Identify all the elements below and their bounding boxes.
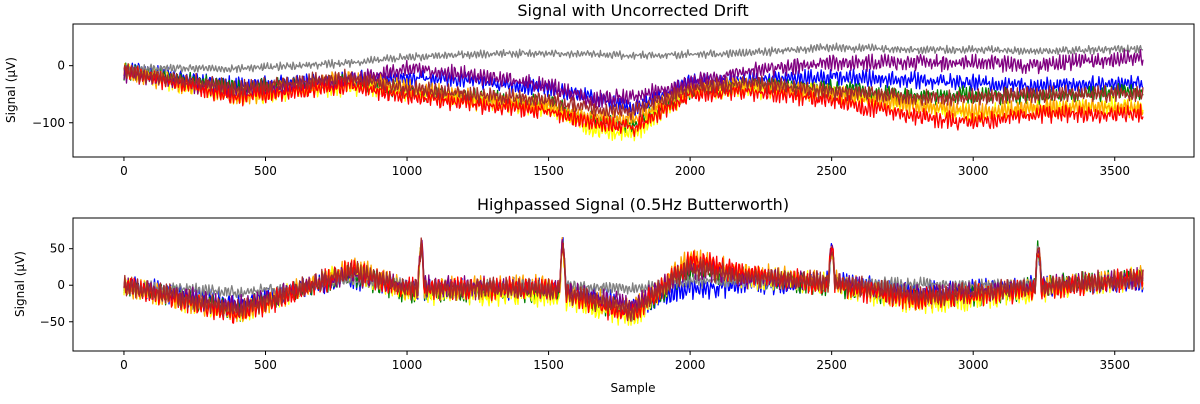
top-series-line bbox=[123, 63, 1144, 121]
top-x-tick-label: 1000 bbox=[392, 164, 423, 178]
bottom-chart-title: Highpassed Signal (0.5Hz Butterworth) bbox=[477, 195, 789, 214]
top-x-tick-label: 2000 bbox=[675, 164, 706, 178]
bottom-x-tick-label: 500 bbox=[254, 358, 277, 372]
top-y-tick-label: 0 bbox=[57, 59, 65, 73]
bottom-x-axis-label: Sample bbox=[611, 381, 656, 395]
bottom-panel: Highpassed Signal (0.5Hz Butterworth) Si… bbox=[13, 195, 1195, 395]
top-x-tick-label: 500 bbox=[254, 164, 277, 178]
bottom-x-tick-label: 1500 bbox=[533, 358, 564, 372]
bottom-x-tick-label: 3000 bbox=[958, 358, 989, 372]
top-series-group bbox=[123, 42, 1144, 142]
top-plot-frame bbox=[72, 23, 1195, 158]
bottom-y-axis-label: Signal (µV) bbox=[13, 251, 27, 317]
top-series-line bbox=[123, 62, 1144, 117]
bottom-x-tick-label: 2000 bbox=[675, 358, 706, 372]
bottom-x-tick-label: 1000 bbox=[392, 358, 423, 372]
top-axis-ticks: 0 500 1000 1500 2000 2500 3000 3500 0 −100 bbox=[32, 59, 1130, 178]
top-series-line bbox=[123, 42, 1144, 74]
top-x-tick-label: 3000 bbox=[958, 164, 989, 178]
bottom-y-tick-label: −50 bbox=[40, 315, 65, 329]
top-x-tick-label: 2500 bbox=[816, 164, 847, 178]
bottom-y-tick-label: 0 bbox=[57, 278, 65, 292]
bottom-series-group bbox=[123, 237, 1144, 326]
top-panel: Signal with Uncorrected Drift Signal (µV… bbox=[4, 1, 1195, 178]
bottom-x-tick-label: 0 bbox=[120, 358, 128, 372]
top-x-tick-label: 0 bbox=[120, 164, 128, 178]
bottom-x-tick-label: 2500 bbox=[816, 358, 847, 372]
top-x-tick-label: 3500 bbox=[1099, 164, 1130, 178]
top-y-axis-label: Signal (µV) bbox=[4, 57, 18, 123]
bottom-y-tick-label: 50 bbox=[50, 242, 65, 256]
bottom-x-tick-label: 3500 bbox=[1099, 358, 1130, 372]
top-chart-title: Signal with Uncorrected Drift bbox=[517, 1, 748, 20]
bottom-plot-frame bbox=[72, 217, 1195, 352]
bottom-series-line bbox=[123, 237, 1144, 322]
top-x-tick-label: 1500 bbox=[533, 164, 564, 178]
top-y-tick-label: −100 bbox=[32, 116, 65, 130]
